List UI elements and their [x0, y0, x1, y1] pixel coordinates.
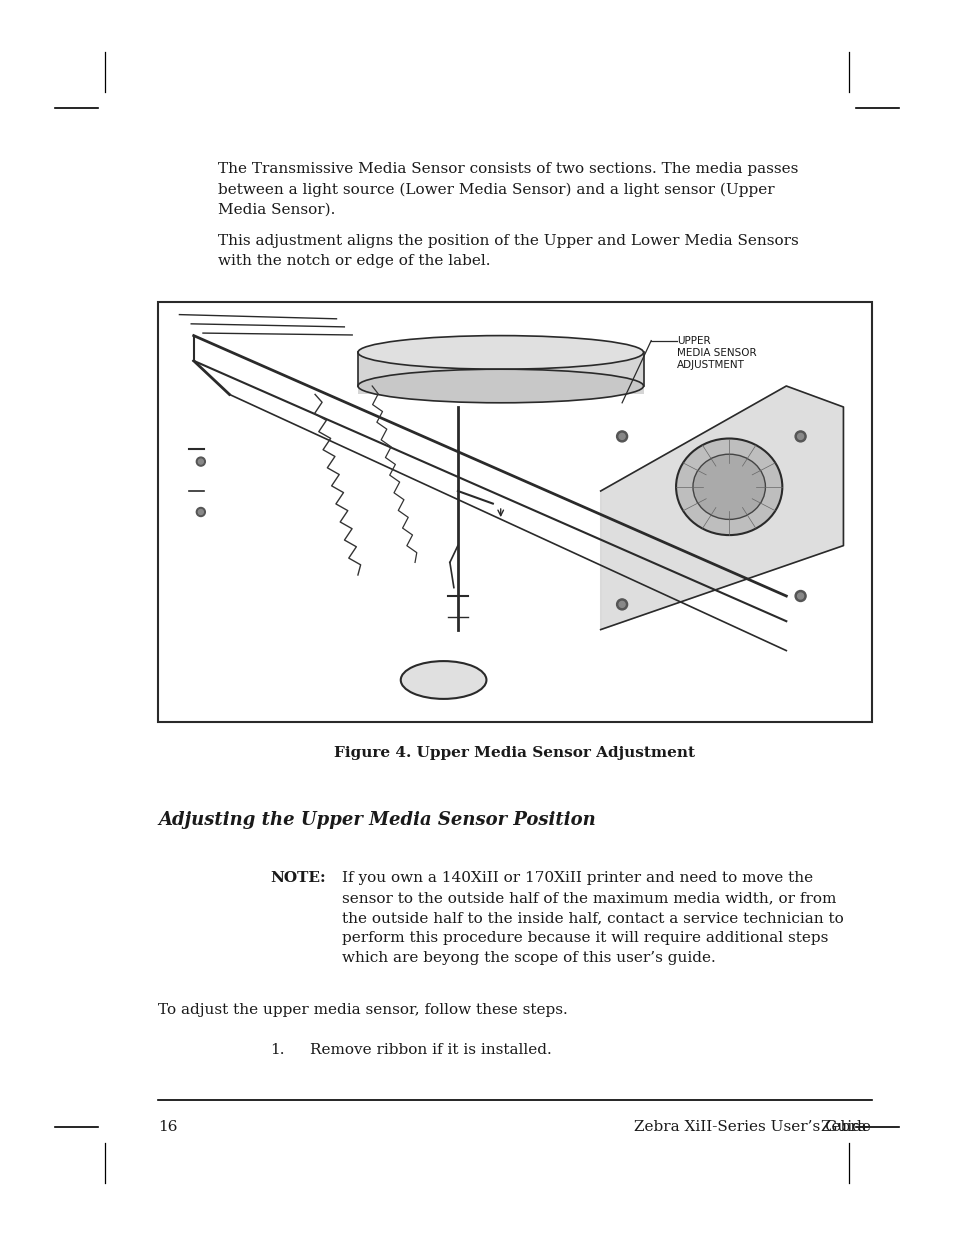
- Text: Remove ribbon if it is installed.: Remove ribbon if it is installed.: [310, 1044, 551, 1057]
- Ellipse shape: [357, 369, 643, 403]
- Ellipse shape: [400, 661, 486, 699]
- Circle shape: [196, 457, 205, 466]
- Text: Zebra: Zebra: [821, 1120, 871, 1134]
- Bar: [158, 303, 871, 722]
- Circle shape: [198, 459, 203, 464]
- Text: NOTE:: NOTE:: [270, 871, 325, 885]
- Circle shape: [616, 599, 627, 610]
- Circle shape: [797, 593, 802, 599]
- Circle shape: [794, 431, 805, 442]
- Circle shape: [616, 431, 627, 442]
- Ellipse shape: [357, 336, 643, 369]
- Text: This adjustment aligns the position of the Upper and Lower Media Sensors
with th: This adjustment aligns the position of t…: [218, 233, 798, 268]
- Text: Zebra XiII-Series User’s Guide: Zebra XiII-Series User’s Guide: [634, 1120, 870, 1134]
- Text: The Transmissive Media Sensor consists of two sections. The media passes
between: The Transmissive Media Sensor consists o…: [218, 162, 798, 216]
- Text: 1.: 1.: [270, 1044, 284, 1057]
- Circle shape: [618, 601, 624, 608]
- Circle shape: [797, 433, 802, 440]
- Text: Adjusting the Upper Media Sensor Position: Adjusting the Upper Media Sensor Positio…: [158, 811, 595, 829]
- Circle shape: [198, 510, 203, 515]
- Bar: [357, 352, 643, 394]
- Text: 16: 16: [158, 1120, 177, 1134]
- Circle shape: [794, 590, 805, 601]
- Text: Figure 4. Upper Media Sensor Adjustment: Figure 4. Upper Media Sensor Adjustment: [335, 746, 695, 760]
- Text: To adjust the upper media sensor, follow these steps.: To adjust the upper media sensor, follow…: [158, 1003, 567, 1016]
- Circle shape: [618, 433, 624, 440]
- Ellipse shape: [692, 454, 764, 520]
- Circle shape: [196, 508, 205, 516]
- Text: UPPER
MEDIA SENSOR
ADJUSTMENT: UPPER MEDIA SENSOR ADJUSTMENT: [677, 336, 756, 370]
- Ellipse shape: [676, 438, 781, 535]
- Polygon shape: [600, 387, 842, 630]
- Text: If you own a 140XiII or 170XiII printer and need to move the
sensor to the outsi: If you own a 140XiII or 170XiII printer …: [341, 871, 842, 966]
